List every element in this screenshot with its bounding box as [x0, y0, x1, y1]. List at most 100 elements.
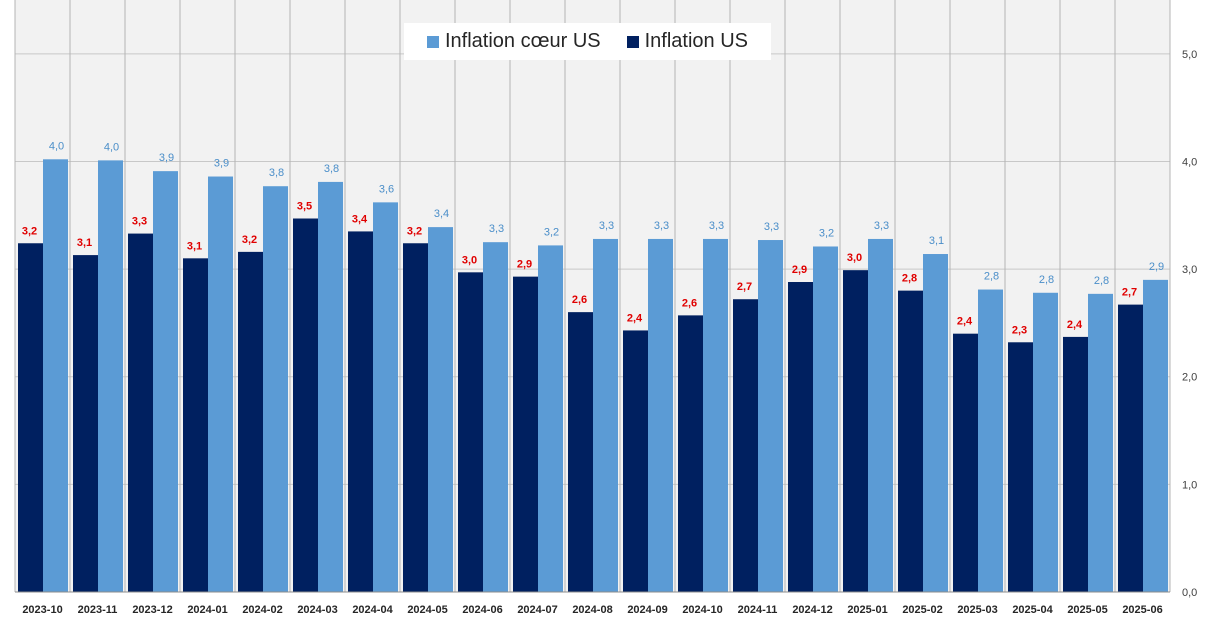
- bar-inflation-us: [238, 251, 263, 593]
- data-label-inflation-core: 3,3: [489, 223, 504, 235]
- data-label-inflation-core: 3,8: [269, 167, 284, 179]
- legend-item-core: Inflation cœur US: [427, 30, 601, 53]
- data-label-inflation-core: 2,8: [1094, 275, 1109, 287]
- bar-inflation-core: [648, 238, 673, 592]
- bar-inflation-us: [623, 330, 648, 592]
- x-tick-label: 2024-12: [792, 604, 832, 616]
- x-tick-label: 2024-09: [627, 604, 667, 616]
- data-label-inflation-core: 2,8: [984, 271, 999, 283]
- bar-inflation-us: [348, 231, 373, 592]
- data-label-inflation-core: 3,9: [159, 152, 174, 164]
- data-label-inflation-core: 4,0: [104, 141, 119, 153]
- data-label-inflation-core: 3,3: [709, 220, 724, 232]
- bar-inflation-core: [538, 245, 563, 593]
- y-tick-label: 1,0: [1182, 479, 1197, 491]
- data-label-inflation-us: 3,1: [187, 240, 202, 252]
- bar-inflation-core: [923, 254, 948, 592]
- bar-inflation-us: [513, 276, 538, 592]
- legend-swatch-core: [427, 35, 439, 48]
- bar-inflation-core: [373, 202, 398, 592]
- x-tick-label: 2025-01: [847, 604, 887, 616]
- data-label-inflation-core: 3,2: [819, 227, 834, 239]
- legend-item-headline: Inflation US: [626, 30, 748, 53]
- bar-inflation-core: [1143, 279, 1168, 592]
- bar-inflation-us: [898, 290, 923, 592]
- bar-inflation-us: [1008, 342, 1033, 592]
- legend-swatch-headline: [626, 35, 639, 48]
- bar-inflation-core: [318, 181, 343, 592]
- x-tick-label: 2024-04: [352, 604, 393, 616]
- bar-inflation-core: [593, 238, 618, 592]
- data-label-inflation-us: 2,4: [957, 316, 973, 328]
- data-label-inflation-us: 2,6: [572, 294, 587, 306]
- data-label-inflation-core: 2,8: [1039, 274, 1054, 286]
- bar-inflation-us: [1063, 336, 1088, 592]
- x-tick-label: 2024-05: [407, 604, 447, 616]
- data-label-inflation-us: 2,9: [792, 264, 807, 276]
- data-label-inflation-core: 3,3: [654, 220, 669, 232]
- x-tick-label: 2024-06: [462, 604, 502, 616]
- y-tick-label: 2,0: [1182, 372, 1197, 384]
- data-label-inflation-us: 2,6: [682, 297, 697, 309]
- bar-inflation-us: [568, 312, 593, 592]
- bar-inflation-us: [403, 243, 428, 592]
- x-tick-label: 2025-04: [1012, 604, 1053, 616]
- data-label-inflation-us: 3,2: [407, 225, 422, 237]
- bar-inflation-us: [953, 333, 978, 592]
- data-label-inflation-us: 2,4: [1067, 319, 1083, 331]
- bar-inflation-core: [978, 289, 1003, 592]
- x-tick-label: 2023-10: [22, 604, 62, 616]
- data-label-inflation-core: 3,1: [929, 235, 944, 247]
- data-label-inflation-us: 3,1: [77, 237, 92, 249]
- bar-inflation-core: [868, 238, 893, 592]
- data-label-inflation-us: 3,5: [297, 201, 312, 213]
- x-tick-label: 2025-05: [1067, 604, 1107, 616]
- data-label-inflation-core: 3,6: [379, 183, 394, 195]
- legend: Inflation cœur US Inflation US: [404, 23, 771, 60]
- x-tick-label: 2025-02: [902, 604, 942, 616]
- bar-inflation-core: [703, 238, 728, 592]
- data-label-inflation-us: 3,2: [22, 225, 37, 237]
- x-tick-label: 2024-02: [242, 604, 282, 616]
- data-label-inflation-core: 3,3: [874, 220, 889, 232]
- bar-inflation-core: [813, 246, 838, 592]
- bar-inflation-core: [98, 160, 123, 593]
- legend-label-headline: Inflation US: [644, 30, 748, 52]
- y-tick-label: 4,0: [1182, 156, 1197, 168]
- y-tick-label: 5,0: [1182, 49, 1197, 61]
- x-tick-label: 2024-10: [682, 604, 722, 616]
- data-label-inflation-core: 3,9: [214, 158, 229, 170]
- data-label-inflation-core: 3,8: [324, 163, 339, 175]
- x-tick-label: 2025-06: [1122, 604, 1162, 616]
- x-tick-label: 2023-12: [132, 604, 172, 616]
- y-tick-label: 0,0: [1182, 587, 1197, 599]
- bar-inflation-us: [73, 255, 98, 592]
- data-label-inflation-us: 3,4: [352, 213, 368, 225]
- bar-inflation-us: [293, 218, 318, 592]
- data-label-inflation-us: 2,7: [737, 281, 752, 293]
- bar-inflation-core: [208, 176, 233, 593]
- data-label-inflation-core: 3,4: [434, 208, 449, 220]
- data-label-inflation-core: 3,3: [764, 221, 779, 233]
- bar-inflation-core: [153, 171, 178, 592]
- bar-inflation-core: [758, 240, 783, 592]
- bar-inflation-us: [788, 282, 813, 592]
- x-tick-label: 2025-03: [957, 604, 997, 616]
- data-label-inflation-us: 3,2: [242, 234, 257, 246]
- bar-inflation-us: [1118, 304, 1143, 592]
- bar-inflation-core: [428, 227, 453, 592]
- data-label-inflation-us: 2,9: [517, 259, 532, 271]
- bar-inflation-us: [183, 258, 208, 592]
- bar-inflation-core: [263, 186, 288, 592]
- x-tick-label: 2024-01: [187, 604, 227, 616]
- data-label-inflation-us: 2,3: [1012, 324, 1027, 336]
- bar-inflation-core: [1088, 293, 1113, 592]
- legend-label-core: Inflation cœur US: [445, 30, 601, 52]
- data-label-inflation-us: 3,3: [132, 216, 147, 228]
- data-label-inflation-us: 2,4: [627, 312, 643, 324]
- bar-inflation-us: [678, 315, 703, 592]
- data-label-inflation-us: 2,8: [902, 273, 917, 285]
- x-tick-label: 2024-03: [297, 604, 337, 616]
